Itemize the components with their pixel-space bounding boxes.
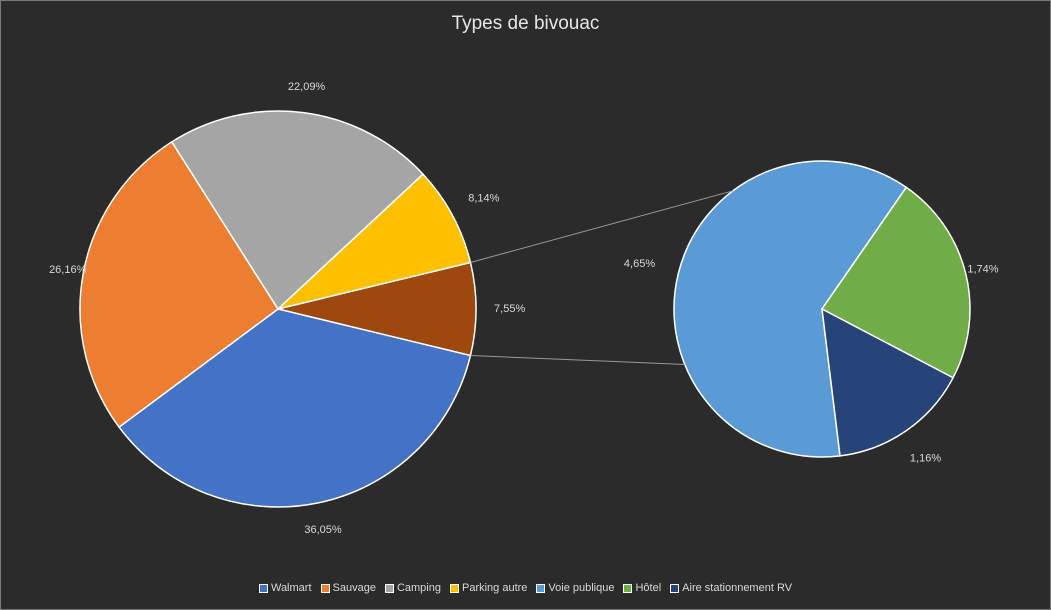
chart-title: Types de bivouac [451,13,600,34]
legend-item-sauvage: Sauvage [320,582,376,594]
legend-label-walmart: Walmart [270,582,312,594]
legend-swatch-walmart [258,583,268,593]
pie-slice-walmart [118,308,472,508]
legend-swatch-voie-publique [536,583,546,593]
data-label-hotel: 1,74% [967,263,998,275]
legend-item-parking-autre: Parking autre [449,582,528,594]
pie-slice-sauvage [79,140,280,429]
connector-line-top [470,190,734,263]
legend: Walmart Sauvage Camping Parking autre Voie p… [1,582,1050,594]
legend-swatch-parking-autre [449,583,459,593]
legend-label-aire-stationnement-rv: Aire stationnement RV [682,582,793,594]
legend-item-aire-stationnement-rv: Aire stationnement RV [670,582,792,594]
data-label-sauvage: 26,16% [49,264,87,276]
legend-label-camping: Camping [396,582,441,594]
connector-line-bottom [470,355,685,365]
data-label-parking-autre: 8,14% [468,192,499,204]
data-label-camping: 22,09% [288,81,326,93]
pie-of-pie-chart: 7,55% 36,05% 26,16% 22,09% 8,14% 4,65% 1,74% 1,… [49,81,999,536]
pie-slice-aire-stationnement-rv [821,307,955,457]
legend-item-camping: Camping [384,582,441,594]
legend-item-walmart: Walmart [258,582,312,594]
legend-swatch-hotel [623,583,633,593]
pie-slice-camping [170,110,425,311]
legend-label-sauvage: Sauvage [332,582,376,594]
legend-item-hotel: Hôtel [623,582,661,594]
pie-slice-parking-autre [275,173,472,311]
data-label-walmart: 36,05% [304,524,342,536]
legend-label-voie-publique: Voie publique [548,582,615,594]
data-label-voie-publique: 4,65% [624,258,655,270]
legend-item-voie-publique: Voie publique [536,582,614,594]
pie-slice-hotel [820,186,971,379]
data-label-aire-stationnement-rv: 1,16% [910,453,941,465]
pie-slice-other [277,261,477,357]
legend-swatch-aire-stationnement-rv [670,583,680,593]
pie-slice-voie-publique [673,160,908,458]
legend-swatch-camping [384,583,394,593]
legend-label-parking-autre: Parking autre [461,582,528,594]
data-label-other: 7,55% [494,303,525,315]
legend-label-hotel: Hôtel [635,582,662,594]
legend-swatch-sauvage [320,583,330,593]
